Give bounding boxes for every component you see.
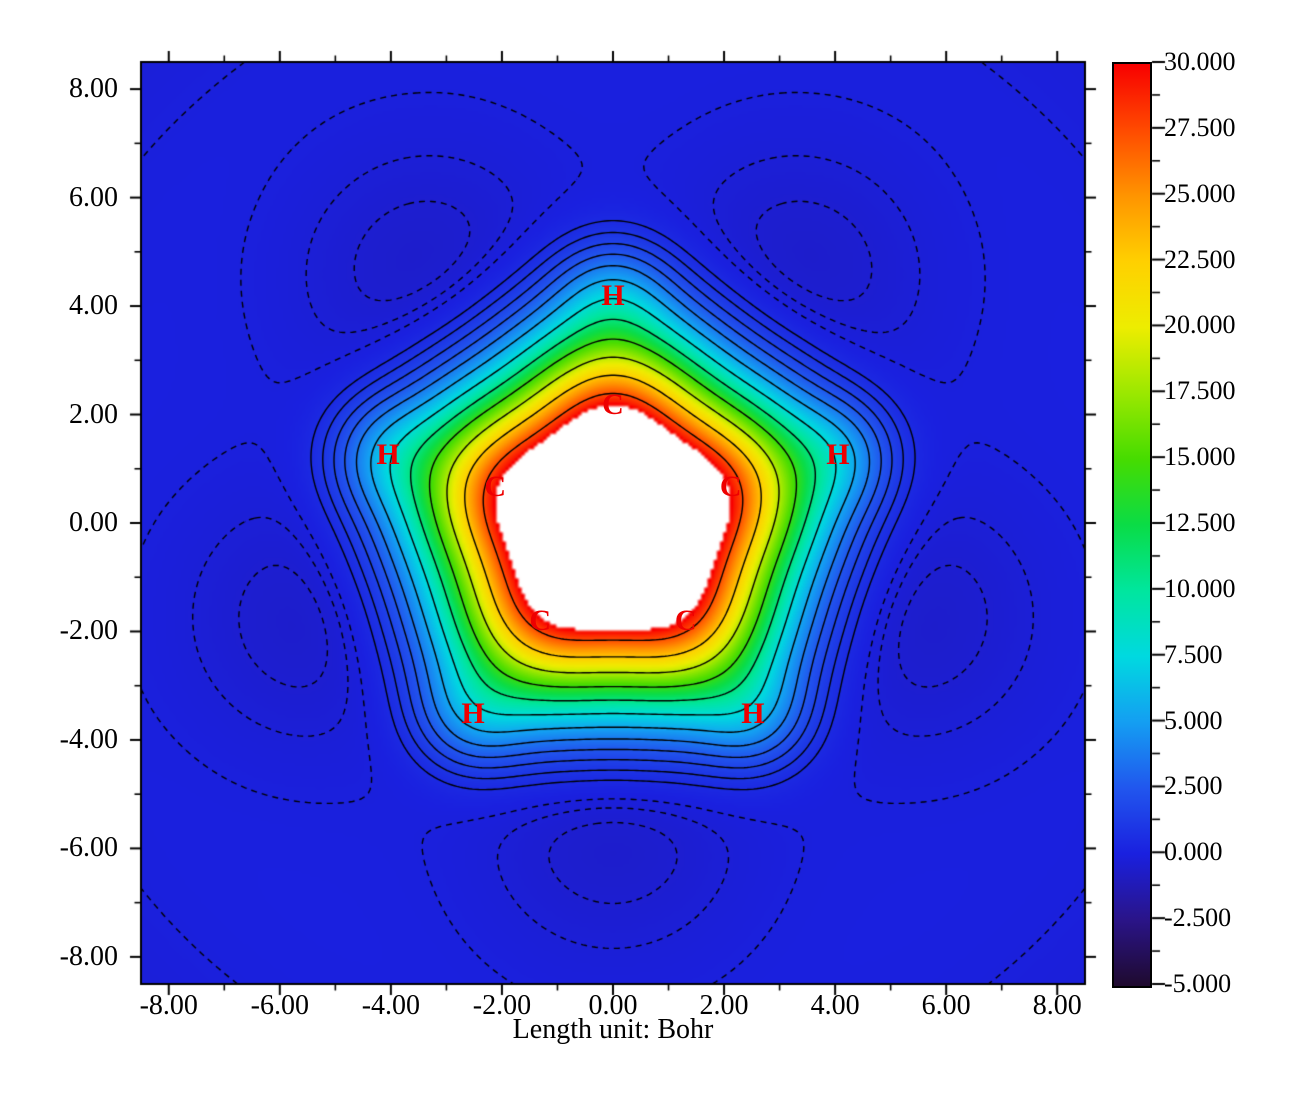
colorbar-gradient [1112, 62, 1152, 988]
